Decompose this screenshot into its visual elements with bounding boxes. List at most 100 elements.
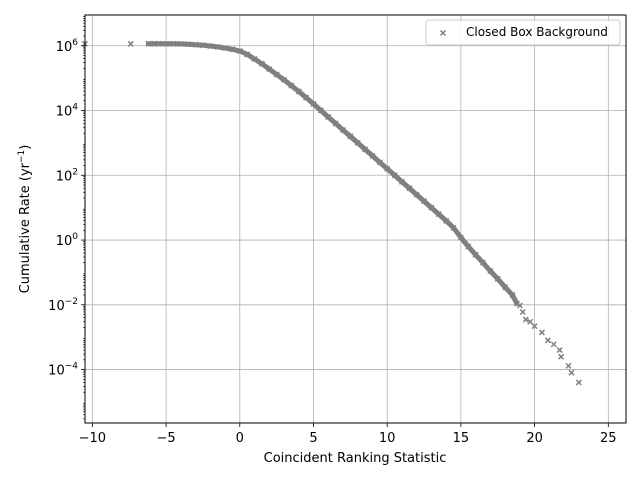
y-tick-base: 10 — [48, 299, 65, 314]
y-tick-label: 106 — [56, 38, 79, 55]
x-tick-label: −5 — [156, 431, 175, 446]
data-point — [575, 379, 582, 386]
y-axis-label: Cumulative Rate (yr−1) — [17, 145, 33, 294]
data-point — [522, 316, 529, 323]
data-point — [214, 43, 221, 50]
x-tick-label: 0 — [236, 431, 244, 446]
data-point — [450, 224, 457, 231]
data-point — [177, 40, 184, 47]
y-tick-label: 102 — [56, 167, 78, 184]
x-tick-label: 5 — [309, 431, 317, 446]
data-point — [550, 341, 557, 348]
data-point — [391, 172, 398, 179]
y-tick-label: 10−2 — [48, 297, 78, 314]
data-point — [303, 94, 310, 101]
y-tick-exponent: −4 — [65, 362, 79, 372]
data-point — [273, 71, 280, 78]
data-point — [384, 165, 391, 172]
grid — [85, 15, 626, 423]
y-tick-base: 10 — [56, 234, 73, 249]
data-point — [457, 234, 464, 241]
y-tick-base: 10 — [48, 364, 65, 379]
data-point — [519, 308, 526, 316]
y-axis-label-sup: −1 — [17, 150, 27, 163]
data-point — [145, 40, 152, 47]
data-point — [332, 120, 339, 127]
data-point — [558, 353, 565, 360]
plot-frame — [84, 14, 627, 424]
data-point — [347, 133, 354, 140]
legend-marker — [439, 29, 447, 37]
data-point — [556, 347, 563, 354]
y-tick-exponent: −2 — [65, 297, 78, 307]
data-point — [502, 284, 509, 291]
series-band — [145, 41, 520, 306]
data-point — [251, 55, 258, 63]
data-point — [258, 60, 265, 67]
data-point — [369, 152, 376, 159]
data-point — [127, 40, 134, 47]
data-point — [376, 159, 383, 166]
data-point — [544, 337, 551, 344]
data-point — [565, 362, 572, 369]
data-point — [406, 185, 413, 192]
y-tick-base: 10 — [56, 105, 73, 120]
data-point — [339, 126, 347, 134]
data-point — [288, 82, 295, 89]
y-tick-exponent: 4 — [72, 103, 78, 113]
y-axis-label-end: ) — [18, 145, 33, 150]
data-point — [229, 46, 236, 53]
data-point — [479, 259, 487, 266]
data-point — [354, 139, 361, 146]
y-tick-base: 10 — [56, 169, 73, 184]
x-tick-label: 10 — [379, 431, 396, 446]
data-point — [310, 100, 317, 107]
data-point — [516, 302, 523, 309]
y-tick-label: 10−4 — [48, 362, 78, 379]
data-point — [494, 275, 501, 282]
data-point — [266, 66, 273, 73]
y-tick-exponent: 0 — [72, 232, 78, 242]
data-point — [509, 292, 516, 299]
data-point — [472, 251, 479, 258]
data-point — [421, 198, 428, 205]
data-point — [325, 113, 332, 121]
x-axis-label: Coincident Ranking Statistic — [264, 451, 447, 466]
data-point — [362, 146, 369, 153]
x-tick-label: 15 — [453, 431, 470, 446]
data-point — [207, 43, 214, 50]
data-point — [487, 268, 494, 275]
data-point — [398, 178, 405, 185]
data-point — [199, 42, 206, 49]
data-point — [155, 40, 162, 47]
data-point — [280, 76, 288, 83]
data-point — [465, 243, 472, 250]
data-point — [222, 45, 229, 52]
data-point — [192, 41, 199, 48]
data-point — [236, 47, 243, 55]
x-tick-label: −10 — [79, 431, 106, 446]
data-point — [568, 369, 575, 376]
y-tick-base: 10 — [56, 40, 73, 55]
y-tick-label: 100 — [56, 232, 79, 249]
data-point — [295, 88, 302, 95]
legend: Closed Box Background — [425, 19, 621, 46]
data-point — [185, 41, 192, 48]
data-point — [413, 191, 420, 198]
data-point — [538, 329, 546, 336]
data-points — [81, 40, 582, 386]
data-point — [531, 323, 538, 330]
data-point — [435, 211, 442, 218]
data-point — [170, 40, 177, 47]
data-point — [163, 40, 170, 47]
data-point — [527, 318, 534, 325]
x-axis-ticks: −10 −5 0 5 10 15 20 25 — [79, 423, 617, 446]
data-point — [317, 107, 324, 114]
y-tick-label: 104 — [56, 103, 79, 120]
legend-label: Closed Box Background — [466, 25, 608, 39]
y-tick-exponent: 2 — [72, 167, 78, 177]
legend-box — [425, 19, 621, 46]
x-tick-label: 25 — [600, 431, 617, 446]
